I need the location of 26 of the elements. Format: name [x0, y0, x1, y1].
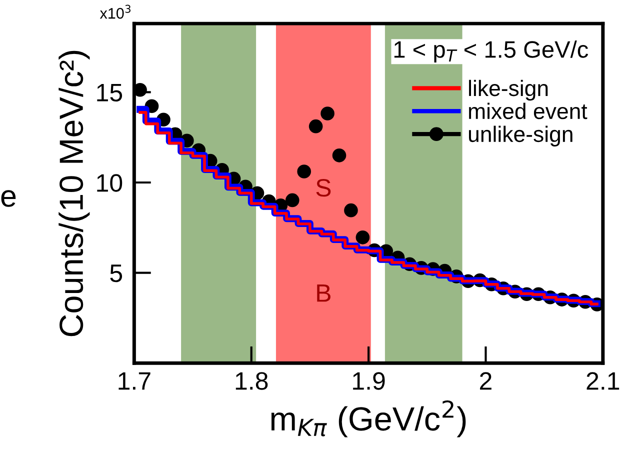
point	[308, 119, 323, 134]
legend-label: mixed event	[469, 102, 588, 120]
point	[356, 230, 370, 244]
point	[320, 106, 334, 120]
point	[344, 203, 358, 218]
annotation: 1 < p$_{T}$ < 1.5 GeV/c	[394, 40, 588, 63]
text: x10$^{3}$	[100, 4, 130, 19]
point	[297, 164, 312, 178]
point	[134, 82, 147, 97]
x-axis-title: m$_{Kπ}$ (GeV/c$^{2}$)	[271, 400, 466, 438]
y-tick-label: 5	[110, 264, 122, 282]
legend-label: unlike-sign	[468, 126, 572, 146]
y-tick-label: 15	[97, 84, 122, 102]
point	[285, 193, 300, 208]
y-axis-title: Counts/(10 MeV/c²)	[58, 50, 90, 336]
x-tick-label: 1.7	[118, 372, 150, 390]
text: e	[1, 190, 16, 207]
x-tick-label: 1.8	[236, 372, 268, 390]
annotation: B	[317, 284, 330, 302]
point	[332, 148, 346, 162]
x-tick-label: 2.1	[586, 372, 620, 390]
legend-label: like-sign	[469, 80, 548, 101]
x-tick-label: 1.9	[353, 372, 385, 390]
x-tick-label: 2	[480, 372, 492, 390]
annotation: S	[316, 178, 331, 197]
y-tick-label: 10	[97, 174, 122, 192]
